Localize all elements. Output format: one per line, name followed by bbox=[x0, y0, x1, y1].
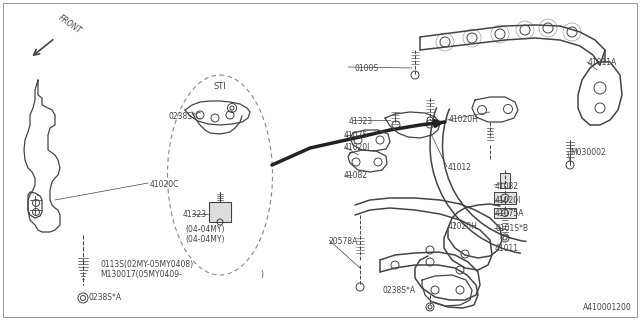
Text: ): ) bbox=[260, 270, 263, 279]
Text: 41020C: 41020C bbox=[150, 180, 179, 189]
Text: 0238S*C: 0238S*C bbox=[168, 112, 201, 121]
Text: 41011: 41011 bbox=[495, 244, 519, 253]
Bar bbox=[209, 202, 231, 222]
Text: (04-04MY): (04-04MY) bbox=[185, 225, 225, 234]
Text: 0238S*A: 0238S*A bbox=[88, 293, 121, 302]
Text: 41082: 41082 bbox=[344, 171, 368, 180]
Text: 41020I: 41020I bbox=[495, 196, 522, 205]
Text: 41075A: 41075A bbox=[495, 209, 525, 218]
Text: 41075: 41075 bbox=[344, 131, 368, 140]
Text: 41011A: 41011A bbox=[588, 58, 617, 67]
Bar bbox=[494, 192, 516, 204]
Text: 41020H: 41020H bbox=[449, 115, 479, 124]
Text: M130017(05MY0409-: M130017(05MY0409- bbox=[100, 270, 182, 279]
Bar bbox=[500, 173, 510, 188]
Text: 20578A: 20578A bbox=[328, 237, 357, 246]
Text: 41082: 41082 bbox=[495, 182, 519, 191]
Text: 41020I: 41020I bbox=[344, 143, 371, 152]
Text: M030002: M030002 bbox=[570, 148, 605, 157]
Text: 0101S*B: 0101S*B bbox=[495, 224, 528, 233]
Text: 0100S: 0100S bbox=[354, 64, 378, 73]
Bar bbox=[494, 208, 516, 218]
Text: 0113S(02MY-05MY0408): 0113S(02MY-05MY0408) bbox=[100, 260, 193, 269]
Text: 41020H: 41020H bbox=[448, 222, 478, 231]
Text: 41323: 41323 bbox=[183, 210, 207, 219]
Text: 41323: 41323 bbox=[349, 117, 373, 126]
Text: (04-04MY): (04-04MY) bbox=[185, 235, 225, 244]
Text: FRONT: FRONT bbox=[57, 14, 83, 36]
Text: STI: STI bbox=[214, 82, 227, 91]
Text: A410001200: A410001200 bbox=[583, 303, 632, 312]
Text: 41012: 41012 bbox=[448, 163, 472, 172]
Text: 0238S*A: 0238S*A bbox=[382, 286, 415, 295]
